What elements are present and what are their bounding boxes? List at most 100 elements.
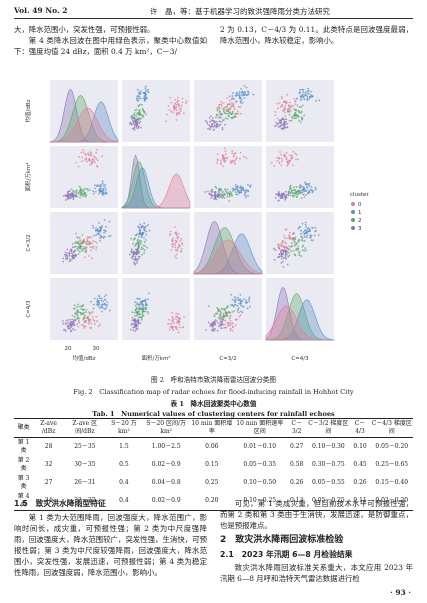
- page-number: · 93 ·: [390, 588, 411, 597]
- scatter-dot: [94, 187, 96, 190]
- scatter-dot: [168, 318, 170, 321]
- scatter-dot: [82, 151, 85, 154]
- scatter-dot: [135, 326, 137, 329]
- legend-label: 0: [358, 202, 362, 208]
- scatter-dot: [97, 304, 99, 307]
- scatter-dot: [288, 237, 290, 240]
- scatter-dot: [101, 180, 104, 183]
- scatter-dot: [310, 186, 313, 188]
- scatter-dot: [235, 193, 238, 196]
- scatter-dot: [73, 304, 76, 306]
- scatter-dot: [174, 102, 176, 105]
- table-cell: 0.10: [353, 443, 367, 450]
- scatter-dot: [303, 114, 306, 117]
- scatter-dot: [244, 191, 247, 194]
- scatter-dot: [101, 224, 104, 227]
- scatter-dot: [129, 328, 132, 331]
- scatter-dot: [135, 115, 138, 118]
- scatter-dot: [84, 153, 87, 155]
- scatter-dot: [278, 245, 281, 248]
- scatter-dot: [79, 191, 82, 194]
- scatter-dot: [302, 88, 305, 91]
- legend-title: cluster: [350, 192, 369, 198]
- scatter-dot: [69, 258, 71, 261]
- scatter-dot: [89, 318, 92, 321]
- scatter-dot: [273, 165, 276, 167]
- scatter-dot: [85, 194, 88, 196]
- scatter-dot: [283, 120, 286, 123]
- scatter-dot: [133, 112, 136, 114]
- scatter-dot: [236, 91, 239, 94]
- scatter-dot: [104, 183, 107, 186]
- scatter-dot: [219, 114, 222, 116]
- scatter-dot: [237, 105, 240, 108]
- scatter-dot: [282, 101, 285, 103]
- scatter-dot: [226, 315, 229, 318]
- scatter-dot: [171, 311, 174, 314]
- scatter-dot: [74, 319, 77, 322]
- scatter-dot: [142, 233, 144, 236]
- scatter-dot: [69, 259, 72, 262]
- scatter-dot: [136, 248, 139, 251]
- scatter-dot: [131, 316, 134, 319]
- scatter-dot: [227, 322, 229, 325]
- scatter-dot: [286, 126, 289, 128]
- scatter-dot: [245, 157, 248, 160]
- scatter-dot: [138, 305, 141, 307]
- scatter-dot: [309, 188, 312, 191]
- scatter-dot: [87, 153, 89, 155]
- table-cell: 0.05－0.35: [243, 461, 277, 468]
- scatter-dot: [279, 125, 281, 128]
- scatter-dot: [82, 311, 85, 314]
- scatter-dot: [132, 258, 135, 260]
- scatter-dot: [81, 249, 84, 252]
- scatter-dot: [144, 245, 147, 247]
- scatter-dot: [237, 307, 240, 309]
- scatter-dot: [249, 185, 252, 188]
- scatter-dot: [177, 312, 180, 315]
- scatter-dot: [280, 96, 283, 98]
- scatter-dot: [137, 257, 140, 260]
- scatter-dot: [217, 310, 220, 313]
- scatter-dot: [88, 241, 91, 243]
- scatter-dot: [138, 245, 140, 248]
- scatter-dot: [147, 298, 150, 301]
- scatter-dot: [227, 191, 230, 194]
- scatter-dot: [131, 252, 134, 254]
- scatter-dot: [252, 93, 255, 96]
- scatter-dot: [132, 329, 135, 332]
- scatter-dot: [244, 301, 247, 304]
- scatter-dot: [101, 310, 103, 313]
- scatter-dot: [75, 311, 78, 313]
- scatter-dot: [222, 312, 225, 315]
- scatter-dot: [88, 255, 90, 257]
- scatter-dot: [84, 192, 86, 194]
- legend-swatch: [351, 202, 355, 206]
- scatter-dot: [140, 232, 142, 235]
- scatter-dot: [221, 154, 224, 156]
- scatter-dot: [215, 312, 218, 315]
- table-cell: 0.15－0.40: [375, 479, 409, 486]
- scatter-dot: [95, 248, 98, 251]
- scatter-dot: [281, 97, 284, 100]
- scatter-dot: [245, 189, 248, 191]
- scatter-dot: [284, 115, 287, 117]
- scatter-dot: [97, 184, 100, 187]
- scatter-dot: [99, 226, 102, 229]
- table-cell: 0.05－0.55: [311, 479, 345, 486]
- scatter-dot: [228, 103, 231, 105]
- scatter-dot: [294, 152, 297, 155]
- scatter-dot: [282, 260, 284, 263]
- scatter-dot: [285, 152, 288, 154]
- scatter-dot: [64, 253, 66, 256]
- scatter-dot: [302, 90, 305, 93]
- scatter-dot: [239, 106, 242, 108]
- scatter-dot: [307, 89, 310, 92]
- header-row: 聚类 Z-ave /dBz Z-ave 区间/dBz S－20 万 km² S－20 区…: [14, 418, 413, 438]
- scatter-dot: [226, 108, 229, 111]
- scatter-dot: [240, 99, 243, 101]
- scatter-dot: [277, 199, 280, 202]
- scatter-dot: [294, 113, 297, 116]
- scatter-dot: [300, 185, 303, 188]
- column-header: Z-ave 区间/dBz: [63, 418, 106, 438]
